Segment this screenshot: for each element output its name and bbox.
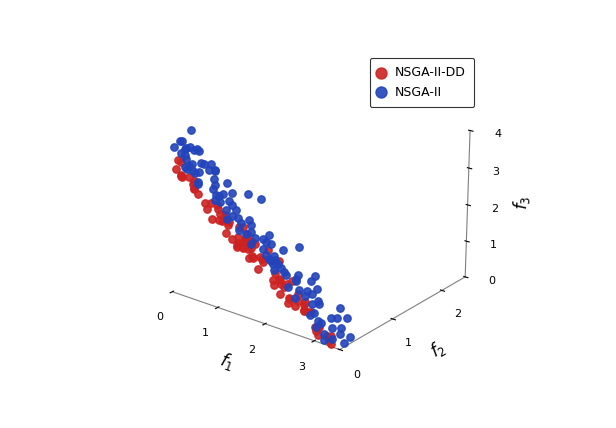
Legend: NSGA-II-DD, NSGA-II: NSGA-II-DD, NSGA-II	[370, 58, 474, 107]
Y-axis label: $f_2$: $f_2$	[426, 337, 449, 363]
X-axis label: $f_1$: $f_1$	[217, 349, 237, 374]
